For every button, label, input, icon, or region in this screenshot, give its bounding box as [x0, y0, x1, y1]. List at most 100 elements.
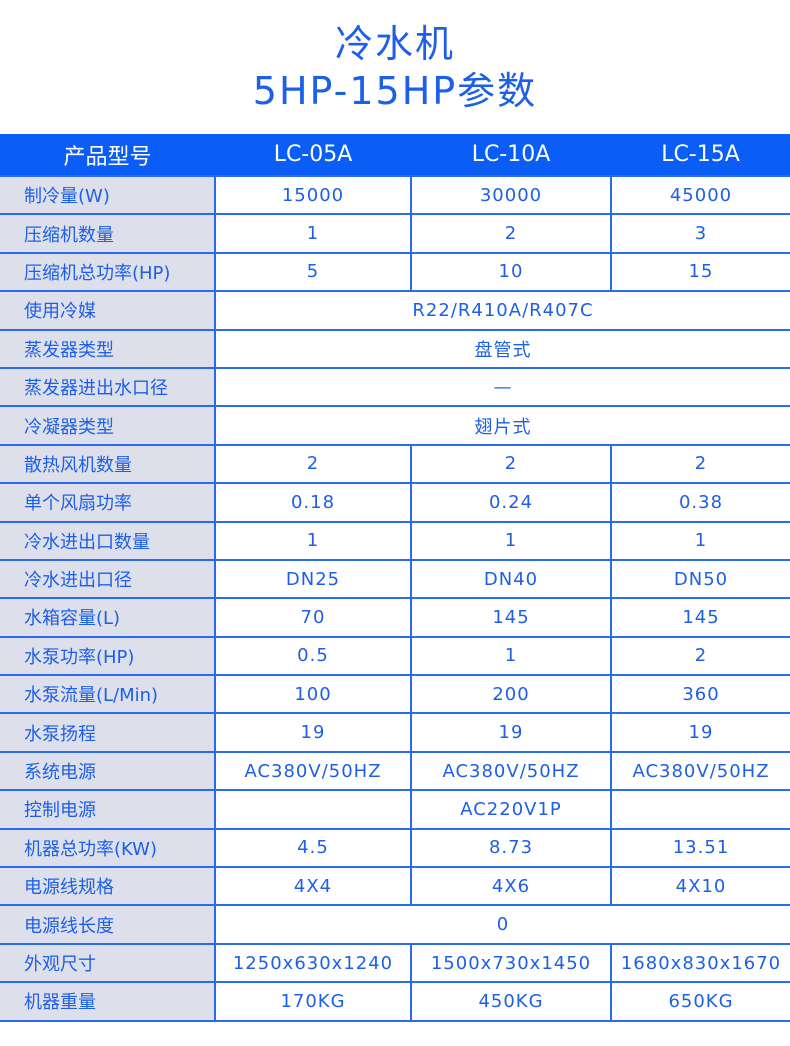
row-label: 系统电源: [0, 750, 215, 791]
cell-value: 15: [610, 251, 790, 292]
cell-value: 0.5: [214, 635, 411, 676]
row-label: 水箱容量(L): [0, 597, 215, 637]
cell-value: DN25: [214, 558, 411, 599]
cell-value: AC220V1P: [410, 789, 611, 829]
cell-value: 0.18: [214, 482, 411, 522]
cell-value: [214, 789, 411, 829]
row-label: 冷凝器类型: [0, 405, 215, 445]
table-row: 系统电源 AC380V/50HZ AC380V/50HZ AC380V/50HZ: [0, 750, 790, 791]
cell-value: 145: [410, 597, 611, 637]
merged-value: 0: [214, 904, 790, 944]
cell-value: 2: [610, 635, 790, 676]
cell-value: 1: [214, 520, 411, 560]
cell-value: 0.38: [610, 482, 790, 522]
table-row: 使用冷媒 R22/R410A/R407C: [0, 290, 790, 330]
row-label: 水泵流量(L/Min): [0, 674, 215, 714]
row-label: 制冷量(W): [0, 174, 215, 215]
table-row: 水泵流量(L/Min) 100 200 360: [0, 674, 790, 714]
table-row: 电源线规格 4X4 4X6 4X10: [0, 866, 790, 906]
row-label: 冷水进出口径: [0, 558, 215, 599]
header-cell: LC-05A: [215, 134, 411, 176]
table-row: 冷凝器类型 翅片式: [0, 405, 790, 445]
table-row: 压缩机数量 1 2 3: [0, 213, 790, 253]
cell-value: 8.73: [410, 827, 611, 868]
table-row: 冷水进出口径 DN25 DN40 DN50: [0, 558, 790, 599]
cell-value: 10: [410, 251, 611, 292]
cell-value: 13.51: [610, 827, 790, 868]
row-label: 机器总功率(KW): [0, 827, 215, 868]
table-row: 外观尺寸 1250x630x1240 1500x730x1450 1680x830x1…: [0, 942, 790, 983]
row-label: 散热风机数量: [0, 443, 215, 484]
row-label: 蒸发器类型: [0, 328, 215, 368]
table-row: 电源线长度 0: [0, 904, 790, 944]
table-row: 机器重量 170KG 450KG 650KG: [0, 981, 790, 1022]
cell-value: 19: [610, 712, 790, 752]
cell-value: 70: [214, 597, 411, 637]
table-row: 压缩机总功率(HP) 5 10 15: [0, 251, 790, 292]
title-line-2: 5HP-15HP参数: [252, 69, 538, 113]
cell-value: 3: [610, 213, 790, 253]
header-cell: LC-10A: [411, 134, 611, 176]
cell-value: 30000: [410, 174, 611, 215]
cell-value: 360: [610, 674, 790, 714]
table-row: 水泵扬程 19 19 19: [0, 712, 790, 752]
row-label: 外观尺寸: [0, 942, 215, 983]
cell-value: 2: [214, 443, 411, 484]
cell-value: 145: [610, 597, 790, 637]
cell-value: 4X4: [214, 866, 411, 906]
cell-value: 2: [410, 213, 611, 253]
table-row: 单个风扇功率 0.18 0.24 0.38: [0, 482, 790, 522]
row-label: 电源线规格: [0, 866, 215, 906]
merged-value: 盘管式: [214, 328, 790, 368]
cell-value: 19: [410, 712, 611, 752]
table-row: 水泵功率(HP) 0.5 1 2: [0, 635, 790, 676]
header-row: 产品型号 LC-05A LC-10A LC-15A: [0, 134, 790, 176]
table-row: 散热风机数量 2 2 2: [0, 443, 790, 484]
cell-value: 1250x630x1240: [214, 942, 411, 983]
merged-value: 翅片式: [214, 405, 790, 445]
table-row: 制冷量(W) 15000 30000 45000: [0, 174, 790, 215]
cell-value: AC380V/50HZ: [610, 750, 790, 791]
cell-value: 1: [214, 213, 411, 253]
header-cell: LC-15A: [611, 134, 790, 176]
table-row: 蒸发器类型 盘管式: [0, 328, 790, 368]
cell-value: 19: [214, 712, 411, 752]
merged-value: —: [214, 366, 790, 407]
cell-value: 4X6: [410, 866, 611, 906]
cell-value: 45000: [610, 174, 790, 215]
cell-value: 170KG: [214, 981, 411, 1022]
row-label: 控制电源: [0, 789, 215, 829]
cell-value: 450KG: [410, 981, 611, 1022]
spec-table: 产品型号 LC-05A LC-10A LC-15A 制冷量(W) 15000 300…: [0, 134, 790, 1022]
row-label: 压缩机总功率(HP): [0, 251, 215, 292]
merged-value: R22/R410A/R407C: [214, 290, 790, 330]
cell-value: 0.24: [410, 482, 611, 522]
page-title: 冷水机 5HP-15HP参数: [0, 0, 790, 115]
cell-value: AC380V/50HZ: [410, 750, 611, 791]
cell-value: 1: [410, 520, 611, 560]
row-label: 电源线长度: [0, 904, 215, 944]
cell-value: DN50: [610, 558, 790, 599]
row-label: 水泵扬程: [0, 712, 215, 752]
row-label: 使用冷媒: [0, 290, 215, 330]
row-label: 单个风扇功率: [0, 482, 215, 522]
table-row: 水箱容量(L) 70 145 145: [0, 597, 790, 637]
row-label: 压缩机数量: [0, 213, 215, 253]
cell-value: 1: [410, 635, 611, 676]
table-row: 蒸发器进出水口径 —: [0, 366, 790, 407]
row-label: 水泵功率(HP): [0, 635, 215, 676]
table-row: 机器总功率(KW) 4.5 8.73 13.51: [0, 827, 790, 868]
cell-value: 1: [610, 520, 790, 560]
cell-value: 1680x830x1670: [610, 942, 790, 983]
table-row: 冷水进出口数量 1 1 1: [0, 520, 790, 560]
cell-value: 5: [214, 251, 411, 292]
title-line-1: 冷水机: [334, 22, 455, 66]
cell-value: [610, 789, 790, 829]
cell-value: DN40: [410, 558, 611, 599]
cell-value: 2: [610, 443, 790, 484]
cell-value: 2: [410, 443, 611, 484]
cell-value: 4.5: [214, 827, 411, 868]
row-label: 冷水进出口数量: [0, 520, 215, 560]
row-label: 机器重量: [0, 981, 215, 1022]
cell-value: 1500x730x1450: [410, 942, 611, 983]
